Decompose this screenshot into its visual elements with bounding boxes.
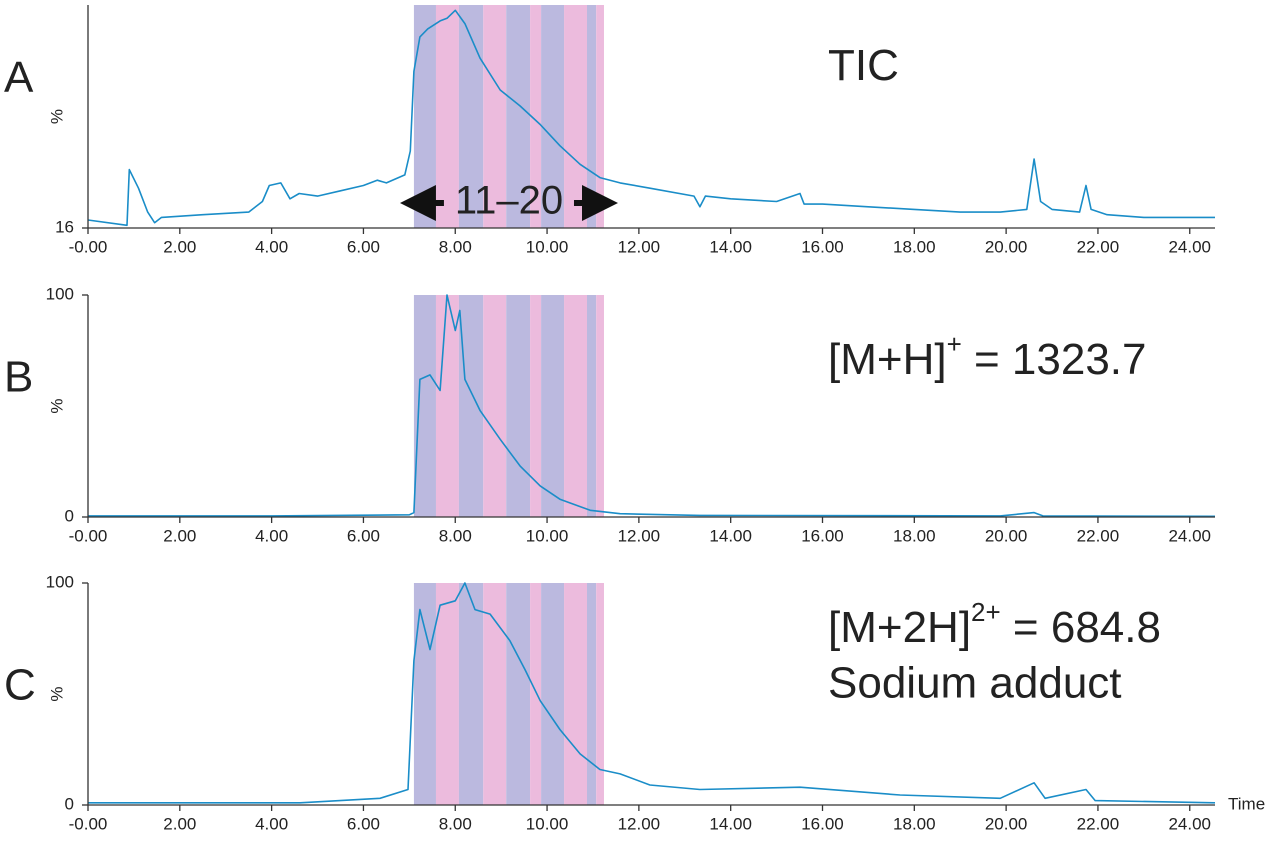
x-tick-label: 8.00 [439, 237, 472, 256]
x-tick-label: 4.00 [255, 814, 288, 833]
fraction-band [413, 5, 436, 228]
fraction-band [483, 583, 507, 805]
x-tick-label: 10.00 [526, 814, 569, 833]
trace [88, 582, 1216, 804]
fraction-band [530, 583, 542, 805]
x-tick-label: 22.00 [1077, 526, 1120, 545]
fraction-band [587, 295, 597, 517]
fraction-band [435, 295, 459, 517]
y-tick-label: 0 [65, 506, 74, 525]
fraction-band [435, 583, 459, 805]
annotation-sup: 2+ [971, 597, 1001, 627]
trace [87, 9, 1215, 227]
fraction-band [458, 583, 484, 805]
x-tick-label: 8.00 [439, 526, 472, 545]
x-tick-label: 14.00 [709, 526, 752, 545]
x-tick-label: 20.00 [985, 237, 1028, 256]
y-tick-label: 100 [46, 284, 74, 303]
x-tick-label: -0.00 [69, 814, 108, 833]
y-tick-label: 0 [65, 794, 74, 813]
x-tick-label: 6.00 [347, 814, 380, 833]
annotation-text: TIC [828, 41, 899, 90]
annotation: [M+H]+ = 1323.7 [828, 329, 1147, 384]
x-tick-label: 20.00 [985, 526, 1028, 545]
y-tick-label: 16 [55, 217, 74, 236]
fraction-band [587, 583, 597, 805]
fraction-band [458, 295, 484, 517]
fraction-band [506, 295, 531, 517]
fraction-band [564, 295, 588, 517]
x-tick-label: 6.00 [347, 237, 380, 256]
x-tick-label: 4.00 [255, 237, 288, 256]
x-tick-label: 16.00 [801, 237, 844, 256]
x-tick-label: -0.00 [69, 237, 108, 256]
fraction-band [458, 5, 484, 228]
x-tick-label: 18.00 [893, 526, 936, 545]
fraction-band [506, 5, 531, 228]
x-tick-label: 24.00 [1168, 237, 1211, 256]
trace [88, 294, 1216, 518]
x-tick-label: 6.00 [347, 526, 380, 545]
fraction-band [541, 5, 565, 228]
x-tick-label: 10.00 [526, 526, 569, 545]
x-tick-label: 12.00 [618, 814, 661, 833]
x-tick-label: 22.00 [1077, 237, 1120, 256]
y-tick-label: 100 [46, 572, 74, 591]
x-tick-label: 18.00 [893, 237, 936, 256]
fraction-band [541, 583, 565, 805]
fraction-band [413, 583, 436, 805]
x-tick-label: 16.00 [801, 814, 844, 833]
x-tick-label: 20.00 [985, 814, 1028, 833]
x-tick-label: -0.00 [69, 526, 108, 545]
x-axis-label: Time [1228, 794, 1265, 813]
fraction-band [564, 583, 588, 805]
fraction-band [530, 295, 542, 517]
x-tick-label: 18.00 [893, 814, 936, 833]
fraction-label: 11–20 [455, 179, 563, 223]
annotation-rest: = 1323.7 [962, 335, 1147, 384]
x-tick-label: 12.00 [618, 237, 661, 256]
annotation-text: [M+H] [828, 335, 947, 384]
x-tick-label: 2.00 [163, 814, 196, 833]
x-tick-label: 12.00 [618, 526, 661, 545]
y-axis-label: % [47, 686, 66, 701]
fraction-band [483, 5, 507, 228]
annotation-rest: = 684.8 [1001, 603, 1161, 652]
x-tick-label: 22.00 [1077, 814, 1120, 833]
x-tick-label: 8.00 [439, 814, 472, 833]
x-tick-label: 14.00 [709, 814, 752, 833]
fraction-band [596, 5, 604, 228]
fraction-band [530, 5, 542, 228]
annotation-text: [M+2H] [828, 603, 971, 652]
fraction-band [541, 295, 565, 517]
fraction-band [435, 5, 459, 228]
annotation: [M+2H]2+ = 684.8 [828, 597, 1161, 652]
annotation-sup: + [947, 329, 962, 359]
panel-letter: C [4, 661, 36, 710]
x-tick-label: 16.00 [801, 526, 844, 545]
fraction-band [587, 5, 597, 228]
x-tick-label: 14.00 [709, 237, 752, 256]
fraction-band [596, 295, 604, 517]
y-axis-label: % [47, 109, 66, 124]
fraction-band [506, 583, 531, 805]
x-tick-label: 2.00 [163, 526, 196, 545]
x-tick-label: 4.00 [255, 526, 288, 545]
y-axis-label: % [47, 398, 66, 413]
x-tick-label: 24.00 [1168, 814, 1211, 833]
x-tick-label: 24.00 [1168, 526, 1211, 545]
annotation: TIC [828, 41, 899, 90]
panel-letter: A [4, 53, 34, 102]
x-tick-label: 10.00 [526, 237, 569, 256]
fraction-band [483, 295, 507, 517]
fraction-band [564, 5, 588, 228]
x-tick-label: 2.00 [163, 237, 196, 256]
panel-letter: B [4, 353, 33, 402]
annotation-line2: Sodium adduct [828, 659, 1122, 708]
fraction-band [413, 295, 436, 517]
fraction-band [596, 583, 604, 805]
